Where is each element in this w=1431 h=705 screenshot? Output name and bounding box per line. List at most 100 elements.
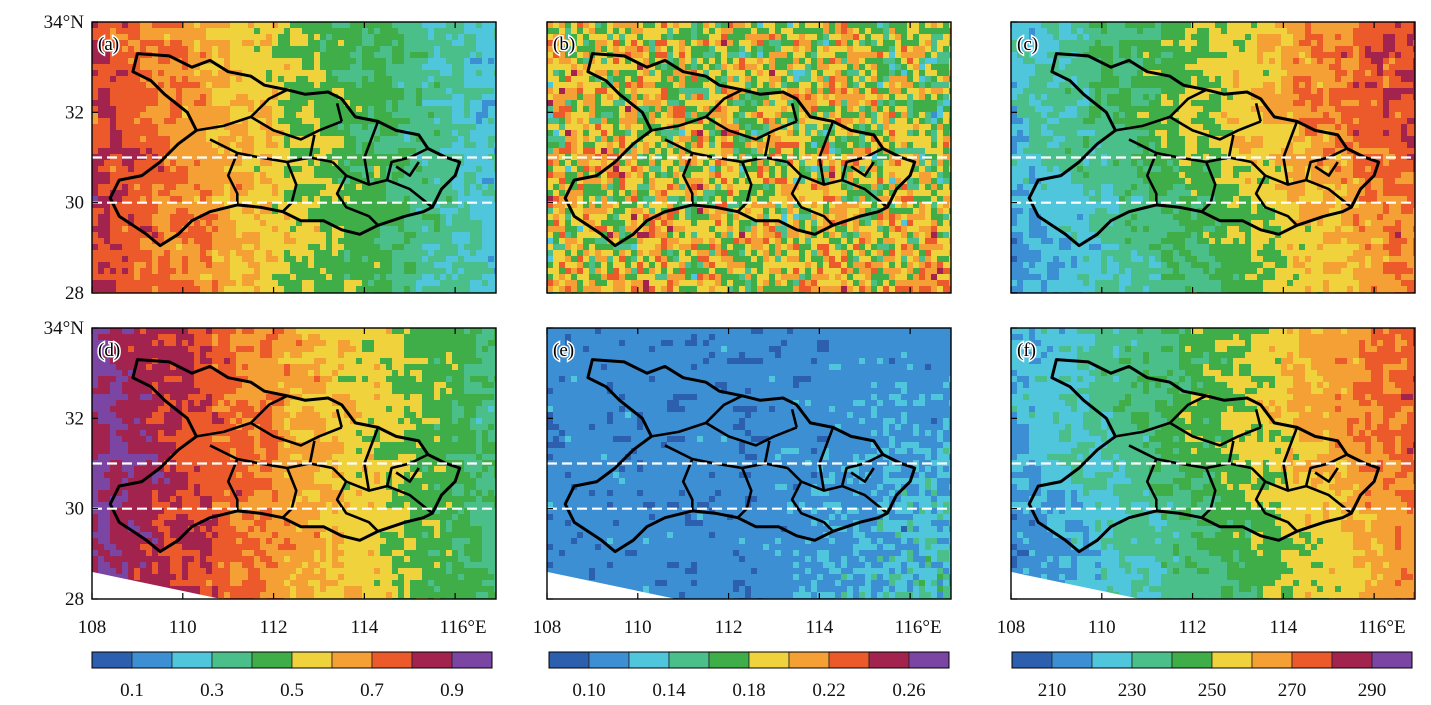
- prefecture-boundary: [1254, 408, 1262, 428]
- colorbar-label: 0.1: [120, 680, 144, 701]
- prefecture-boundary: [1200, 161, 1217, 213]
- prefecture-boundary: [395, 467, 420, 483]
- colorbar-swatch: [371, 651, 413, 669]
- prefecture-boundary: [1254, 175, 1298, 227]
- colorbar-swatch: [588, 651, 630, 669]
- panel-label: (d): [98, 340, 120, 361]
- prefecture-boundary: [281, 467, 298, 519]
- panel-frame: [91, 21, 497, 294]
- panel-frame: [91, 327, 497, 600]
- x-tick-label: 114: [1269, 617, 1297, 638]
- prefecture-boundary: [1169, 115, 1262, 141]
- colorbar-swatch: [548, 651, 590, 669]
- x-tick-label: 116°E: [440, 617, 487, 638]
- prefecture-boundary: [790, 102, 798, 122]
- colorbar-swatch: [451, 651, 493, 669]
- prefecture-boundary: [385, 147, 429, 181]
- prefecture-boundary: [281, 161, 298, 213]
- x-tick-label: 116°E: [895, 617, 942, 638]
- prefecture-boundary: [1145, 458, 1158, 511]
- prefecture-boundary: [385, 453, 429, 487]
- no-data-area: [547, 571, 677, 599]
- x-tick-label: 108: [997, 617, 1026, 638]
- x-tick-label: 108: [78, 617, 107, 638]
- panel-frame: [1010, 327, 1416, 600]
- colorbar-frame: [548, 651, 950, 669]
- x-tick-label: 112: [260, 617, 288, 638]
- prefecture-boundary: [681, 458, 694, 511]
- map-panel-b: (b): [546, 21, 952, 294]
- colorbar-swatch: [91, 651, 133, 669]
- prefecture-boundary: [790, 408, 798, 428]
- colorbar-swatch: [748, 651, 790, 669]
- province-boundary: [108, 358, 462, 554]
- province-boundary: [1027, 52, 1381, 248]
- colorbar-swatch: [1131, 651, 1173, 669]
- colorbar-label: 0.18: [732, 680, 765, 701]
- prefecture-boundary: [705, 115, 798, 141]
- prefecture-boundary: [1304, 453, 1348, 487]
- prefecture-boundary: [1227, 134, 1235, 158]
- province-boundary: [1027, 358, 1381, 554]
- map-panel-d: (d) 34°N 32 30 28 108 110 112 114 116°E: [44, 318, 497, 638]
- colorbar-label: 0.7: [360, 680, 384, 701]
- x-tick-label: 108: [533, 617, 562, 638]
- x-tick-label: 112: [715, 617, 743, 638]
- y-tick-label: 28: [65, 589, 84, 610]
- colorbar-swatch: [628, 651, 670, 669]
- prefecture-boundary: [763, 134, 771, 158]
- province-boundary: [108, 52, 462, 248]
- province-boundary: [563, 358, 917, 554]
- colorbar-swatch: [211, 651, 253, 669]
- prefecture-boundary: [1250, 161, 1353, 209]
- panel-label: (f): [1017, 340, 1036, 361]
- prefecture-boundary: [1128, 444, 1252, 470]
- prefecture-boundary: [209, 138, 333, 164]
- prefecture-boundary: [1169, 421, 1262, 447]
- colorbar-label: 0.26: [892, 680, 925, 701]
- prefecture-boundary: [331, 161, 434, 209]
- y-tick-label: 30: [65, 499, 84, 520]
- prefecture-boundary: [335, 102, 343, 122]
- colorbar-label: 0.10: [572, 680, 605, 701]
- colorbar-2: 0.10 0.14 0.18 0.22 0.26: [548, 651, 950, 701]
- y-tick-label: 32: [65, 408, 84, 429]
- colorbar-3: 210 230 250 270 290: [1011, 651, 1413, 701]
- prefecture-boundary: [840, 453, 884, 487]
- colorbar-swatch: [1251, 651, 1293, 669]
- prefecture-boundary: [763, 440, 771, 464]
- prefecture-boundary: [790, 175, 834, 227]
- y-tick-label: 34°N: [44, 318, 85, 339]
- prefecture-boundary: [1250, 467, 1353, 515]
- prefecture-boundary: [681, 152, 694, 205]
- colorbar-frame: [1011, 651, 1413, 669]
- colorbar-1: 0.1 0.3 0.5 0.7 0.9: [91, 651, 493, 701]
- colorbar-swatch: [1051, 651, 1093, 669]
- colorbar-swatch: [131, 651, 173, 669]
- map-panel-f: (f) 108 110 112 114 116°E: [997, 327, 1416, 638]
- prefecture-boundary: [1200, 467, 1217, 519]
- x-tick-label: 114: [350, 617, 378, 638]
- no-data-area: [92, 571, 222, 599]
- map-field: [92, 22, 496, 293]
- map-field: [1011, 328, 1415, 599]
- colorbar-label: 0.5: [280, 680, 304, 701]
- panel-label: (b): [553, 34, 575, 55]
- colorbar-frame: [91, 651, 493, 669]
- prefecture-boundary: [1145, 152, 1158, 205]
- colorbar-swatch: [1331, 651, 1373, 669]
- x-tick-label: 114: [805, 617, 833, 638]
- colorbar-swatch: [171, 651, 213, 669]
- map-field: [1011, 22, 1415, 293]
- no-data-area: [1011, 571, 1141, 599]
- prefecture-boundary: [736, 467, 753, 519]
- y-tick-label: 32: [65, 102, 84, 123]
- colorbar-swatch: [291, 651, 333, 669]
- panel-frame: [1010, 21, 1416, 294]
- map-panels: (a) 34°N 32 30 28 (b) (c) (d) 34°N 32 30 28 108 110 11…: [44, 12, 1416, 638]
- panel-label: (c): [1017, 34, 1038, 55]
- y-tick-label: 34°N: [44, 12, 85, 33]
- prefecture-boundary: [1254, 481, 1298, 533]
- map-panel-a: (a) 34°N 32 30 28: [44, 12, 497, 304]
